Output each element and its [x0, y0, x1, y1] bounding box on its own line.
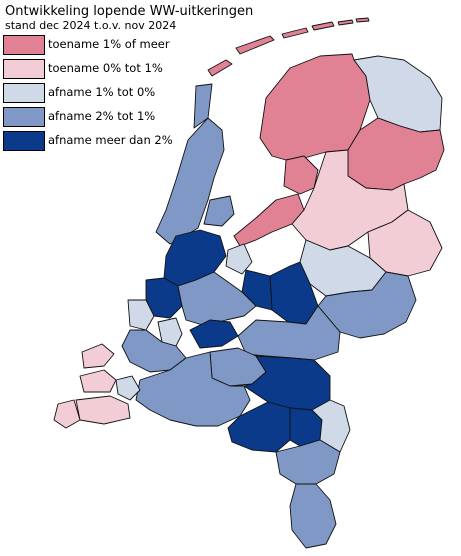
legend-label: toename 0% tot 1% [48, 61, 163, 75]
map-region[interactable] [81, 343, 115, 369]
map-region[interactable] [177, 271, 257, 327]
map-region[interactable] [355, 17, 370, 23]
map-region[interactable] [207, 59, 233, 77]
legend-label: afname 2% tot 1% [48, 109, 156, 123]
map-region[interactable] [203, 195, 235, 227]
legend-swatch [3, 83, 45, 103]
map-region[interactable] [189, 319, 239, 349]
map-region[interactable] [79, 369, 117, 393]
map-region[interactable] [115, 375, 141, 401]
map-region[interactable] [233, 193, 305, 247]
legend-label: afname 1% tot 0% [48, 85, 156, 99]
map-region[interactable] [127, 299, 155, 331]
legend-swatch [3, 131, 45, 151]
map-region[interactable] [337, 19, 354, 26]
map-region[interactable] [237, 305, 341, 361]
legend-swatch [3, 35, 45, 55]
map-subtitle: stand dec 2024 t.o.v. nov 2024 [5, 19, 177, 32]
map-region[interactable] [75, 395, 131, 425]
legend-label: toename 1% of meer [48, 37, 170, 51]
map-region[interactable] [275, 439, 341, 485]
map-region[interactable] [135, 351, 251, 427]
legend-label: afname meer dan 2% [48, 133, 173, 147]
map-region[interactable] [157, 317, 183, 347]
map-region[interactable] [241, 269, 273, 311]
map-region[interactable] [283, 155, 319, 195]
map-region[interactable] [311, 21, 335, 31]
map-region[interactable] [235, 35, 275, 55]
map-region[interactable] [155, 117, 225, 245]
map-region[interactable] [53, 399, 81, 429]
map-title: Ontwikkeling lopende WW-uitkeringen [5, 4, 254, 19]
map-region[interactable] [281, 27, 309, 39]
legend-swatch [3, 59, 45, 79]
map-region[interactable] [289, 483, 337, 549]
map-region[interactable] [225, 243, 253, 275]
legend-swatch [3, 107, 45, 127]
